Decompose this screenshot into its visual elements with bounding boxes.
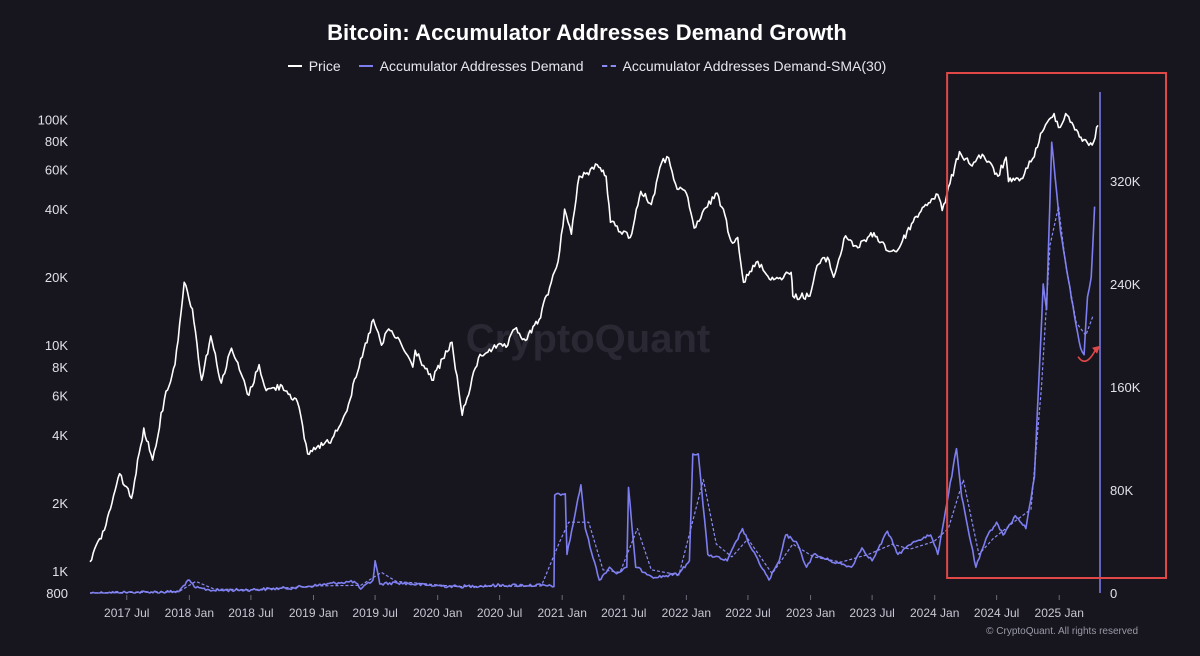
x-tick-label: 2019 Jan — [289, 606, 338, 620]
x-tick-label: 2020 Jul — [477, 606, 522, 620]
x-axis: 2017 Jul 2018 Jan 2018 Jul 2019 Jan 2019 Jul… — [104, 595, 1084, 620]
x-tick-label: 2018 Jan — [165, 606, 214, 620]
y-axis-right: 0 80K 160K 240K 320K — [1110, 174, 1141, 601]
x-tick-label: 2022 Jul — [725, 606, 770, 620]
legend-item-sma[interactable]: Accumulator Addresses Demand-SMA(30) — [601, 58, 887, 74]
y-left-tick-label: 1K — [52, 564, 68, 579]
y-left-tick-label: 2K — [52, 496, 68, 511]
y-left-tick-label: 40K — [45, 202, 68, 217]
y-right-tick-label: 160K — [1110, 380, 1141, 395]
y-right-tick-label: 240K — [1110, 277, 1141, 292]
chart-title: Bitcoin: Accumulator Addresses Demand Gr… — [327, 20, 847, 45]
x-tick-label: 2022 Jan — [662, 606, 711, 620]
y-left-tick-label: 8K — [52, 360, 68, 375]
legend-item-price[interactable]: Price — [287, 58, 341, 74]
y-right-tick-label: 0 — [1110, 586, 1117, 601]
sma-series-line — [89, 206, 1094, 594]
y-left-tick-label: 20K — [45, 270, 68, 285]
x-tick-label: 2021 Jan — [537, 606, 586, 620]
y-left-tick-label: 80K — [45, 134, 68, 149]
price-series-line — [89, 112, 1099, 563]
legend: Price Accumulator Addresses Demand Accum… — [0, 58, 1174, 74]
series-layer — [89, 112, 1099, 594]
y-axis-left: 800 1K 2K 4K 6K 8K 10K 20K 40K 60K 80K 100K — [38, 112, 69, 601]
y-left-tick-label: 4K — [52, 428, 68, 443]
legend-swatch-sma — [601, 65, 616, 67]
demand-series-line — [90, 141, 1096, 594]
legend-swatch-demand — [358, 65, 373, 67]
legend-item-demand[interactable]: Accumulator Addresses Demand — [358, 58, 584, 74]
y-left-tick-label: 6K — [52, 388, 68, 403]
y-right-tick-label: 320K — [1110, 174, 1141, 189]
x-tick-label: 2017 Jul — [104, 606, 149, 620]
legend-swatch-price — [287, 65, 302, 67]
legend-label-demand: Accumulator Addresses Demand — [379, 58, 584, 74]
y-left-tick-label: 800 — [46, 586, 68, 601]
x-tick-label: 2023 Jul — [849, 606, 894, 620]
y-left-tick-label: 100K — [38, 112, 69, 127]
x-tick-label: 2021 Jul — [601, 606, 646, 620]
copyright-notice: © CryptoQuant. All rights reserved — [986, 626, 1138, 637]
y-left-tick-label: 60K — [45, 162, 68, 177]
x-tick-label: 2020 Jan — [413, 606, 462, 620]
legend-label-sma: Accumulator Addresses Demand-SMA(30) — [622, 58, 887, 74]
x-tick-label: 2024 Jan — [910, 606, 959, 620]
rebound-arrowhead-icon — [1092, 345, 1101, 354]
highlight-box — [946, 72, 1168, 579]
legend-label-price: Price — [308, 58, 341, 74]
watermark-text: CryptoQuant — [466, 317, 710, 361]
rebound-arrow-icon — [1077, 348, 1097, 363]
y-right-tick-label: 80K — [1110, 483, 1133, 498]
y-left-tick-label: 10K — [45, 338, 68, 353]
x-tick-label: 2018 Jul — [228, 606, 273, 620]
x-tick-label: 2019 Jul — [352, 606, 397, 620]
x-tick-label: 2025 Jan — [1035, 606, 1084, 620]
x-tick-label: 2024 Jul — [974, 606, 1019, 620]
x-tick-label: 2023 Jan — [786, 606, 835, 620]
